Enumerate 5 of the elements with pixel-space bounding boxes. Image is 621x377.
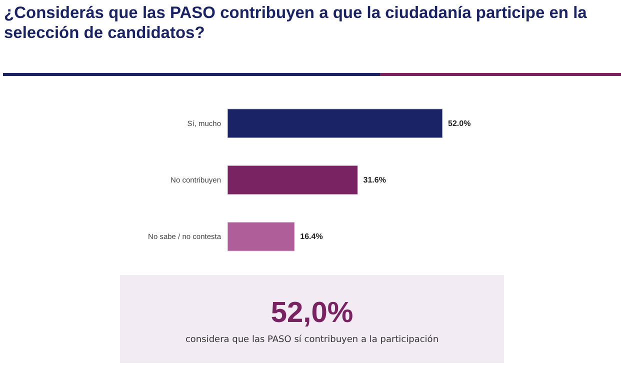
summary-card: 52,0% considera que las PASO sí contribuyen a la participación xyxy=(120,275,504,363)
chart-title: ¿Considerás que las PASO contribuyen a que la ciudadanía participe en la selección de candidatos? xyxy=(4,3,588,43)
data-label: 52.0% xyxy=(448,118,471,128)
data-label: 16.4% xyxy=(300,232,323,242)
data-label: 31.6% xyxy=(363,176,386,184)
